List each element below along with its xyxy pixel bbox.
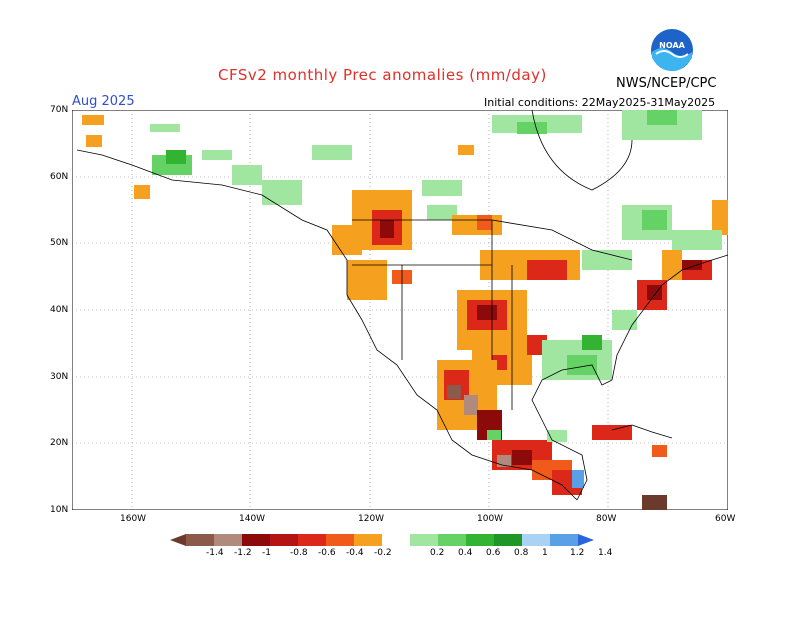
colorbar-swatch: [550, 534, 578, 546]
colorbar-label: -1.4: [206, 548, 224, 558]
colorbar-label: -0.6: [318, 548, 336, 558]
colorbar-swatch: [382, 534, 410, 546]
colorbar-swatch: [438, 534, 466, 546]
colorbar-swatch: [522, 534, 550, 546]
colorbar-swatch: [242, 534, 270, 546]
anomaly-shading: [82, 110, 728, 510]
lon-label-80w: 80W: [596, 514, 617, 524]
colorbar-swatch: [214, 534, 242, 546]
lon-label-140w: 140W: [239, 514, 266, 524]
map-title: CFSv2 monthly Prec anomalies (mm/day): [218, 66, 547, 84]
colorbar-right-arrow: [578, 534, 594, 546]
initial-conditions: Initial conditions: 22May2025-31May2025: [484, 96, 716, 109]
colorbar-label: 1: [542, 548, 548, 558]
svg-text:NOAA: NOAA: [659, 41, 685, 50]
lat-label-60n: 60N: [50, 172, 69, 182]
lon-label-100w: 100W: [477, 514, 504, 524]
colorbar: [170, 534, 594, 546]
colorbar-label: 1.2: [570, 548, 585, 558]
colorbar-swatch: [326, 534, 354, 546]
colorbar-label: -0.4: [346, 548, 364, 558]
lat-label-30n: 30N: [50, 372, 69, 382]
colorbar-label: 0.6: [486, 548, 501, 558]
colorbar-label: 1.4: [598, 548, 613, 558]
lat-label-20n: 20N: [50, 438, 69, 448]
noaa-logo-icon: NOAA: [651, 29, 693, 72]
colorbar-label: 0.2: [430, 548, 445, 558]
colorbar-label: -1: [262, 548, 271, 558]
colorbar-swatch: [410, 534, 438, 546]
colorbar-left-arrow: [170, 534, 186, 546]
colorbar-label: -1.2: [234, 548, 252, 558]
lat-label-40n: 40N: [50, 305, 69, 315]
colorbar-swatch: [270, 534, 298, 546]
colorbar-label: -0.2: [374, 548, 392, 558]
colorbar-swatch: [298, 534, 326, 546]
lat-label-70n: 70N: [50, 105, 69, 115]
lat-label-50n: 50N: [50, 238, 69, 248]
colorbar-label: 0.8: [514, 548, 529, 558]
anomaly-map: [72, 110, 728, 510]
lat-label-10n: 10N: [50, 505, 69, 515]
lon-label-160w: 160W: [120, 514, 147, 524]
colorbar-swatch: [466, 534, 494, 546]
colorbar-swatch: [354, 534, 382, 546]
coastlines: [76, 110, 728, 501]
lon-label-60w: 60W: [715, 514, 736, 524]
target-month: Aug 2025: [72, 94, 135, 109]
colorbar-label: 0.4: [458, 548, 473, 558]
colorbar-swatch: [186, 534, 214, 546]
colorbar-swatch: [494, 534, 522, 546]
lon-label-120w: 120W: [358, 514, 385, 524]
colorbar-label: -0.8: [290, 548, 308, 558]
agency-label: NWS/NCEP/CPC: [616, 76, 717, 91]
